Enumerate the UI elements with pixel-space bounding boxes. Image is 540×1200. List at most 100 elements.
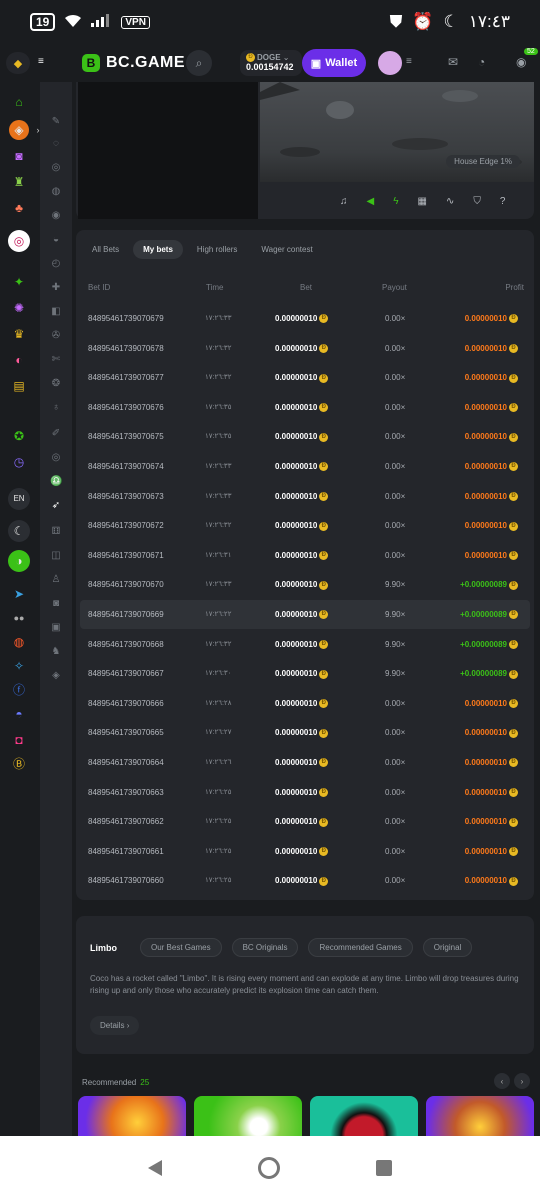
table-row[interactable]: 84895461739070663 ١٧:٢٦:٢٥ 0.00000010 Ð 0.00… bbox=[80, 778, 530, 807]
sports-icon[interactable]: ✦ bbox=[13, 275, 25, 289]
menu-toggle-button[interactable]: ◆ bbox=[6, 52, 30, 74]
game-thumbnail-mines[interactable] bbox=[426, 1096, 534, 1136]
table-row[interactable]: 84895461739070661 ١٧:٢٦:٢٥ 0.00000010 Ð 0.00… bbox=[80, 837, 530, 866]
game-icon-4[interactable]: ◍ bbox=[51, 186, 61, 197]
hamburger-icon[interactable]: ≡ bbox=[38, 56, 44, 67]
game-thumbnail-crash[interactable] bbox=[78, 1096, 186, 1136]
bell-icon[interactable]: ◔ bbox=[478, 55, 486, 69]
tab-all-bets[interactable]: All Bets bbox=[92, 245, 120, 254]
user-menu-icon[interactable]: ≡ bbox=[406, 56, 412, 67]
table-row[interactable]: 84895461739070678 ١٧:٢٦:٣٢ 0.00000010 Ð 0.00… bbox=[80, 334, 530, 363]
table-row[interactable]: 84895461739070673 ١٧:٢٦:٣٣ 0.00000010 Ð 0.00… bbox=[80, 482, 530, 511]
game-thumbnail-dice[interactable] bbox=[194, 1096, 302, 1136]
vip-icon[interactable]: ✪ bbox=[13, 429, 25, 443]
game-icon-24[interactable]: ◈ bbox=[52, 670, 60, 681]
crown-icon[interactable]: ♛ bbox=[13, 327, 25, 341]
help-icon[interactable]: ? bbox=[499, 196, 506, 207]
chat-icon[interactable]: ◉ bbox=[516, 55, 527, 69]
tag-best-games[interactable]: Our Best Games bbox=[140, 938, 222, 957]
fairness-icon[interactable]: ⛉ bbox=[473, 196, 481, 207]
recent-apps-icon[interactable] bbox=[376, 1160, 392, 1176]
telegram-icon[interactable]: ➤ bbox=[13, 587, 25, 601]
facebook-icon[interactable]: ⓕ bbox=[12, 683, 25, 697]
search-button[interactable]: ⌕ bbox=[186, 50, 212, 76]
table-row[interactable]: 84895461739070662 ١٧:٢٦:٢٥ 0.00000010 Ð 0.00… bbox=[80, 807, 530, 836]
home-button-icon[interactable] bbox=[258, 1157, 280, 1179]
prev-arrow-icon[interactable]: ‹ bbox=[494, 1073, 510, 1089]
stats-icon[interactable]: ∿ bbox=[445, 196, 455, 207]
originals-icon[interactable]: ◙ bbox=[15, 149, 23, 163]
game-icon-22[interactable]: ▣ bbox=[51, 622, 61, 633]
table-row[interactable]: 84895461739070666 ١٧:٢٦:٢٨ 0.00000010 Ð 0.00… bbox=[80, 689, 530, 718]
table-row[interactable]: 84895461739070667 ١٧:٢٦:٣٠ 0.00000010 Ð 9.90… bbox=[80, 659, 530, 688]
game-icon-23[interactable]: ♞ bbox=[51, 646, 61, 657]
game-icon-7[interactable]: ◴ bbox=[51, 258, 61, 269]
wheel-icon[interactable]: ◎ bbox=[8, 230, 30, 252]
game-icon-20[interactable]: ♙ bbox=[51, 574, 61, 585]
game-icon-3[interactable]: ◎ bbox=[51, 162, 61, 173]
table-row[interactable]: 84895461739070664 ١٧:٢٦:٢٦ 0.00000010 Ð 0.00… bbox=[80, 748, 530, 777]
twitter-icon[interactable]: ✧ bbox=[13, 659, 25, 673]
game-icon-19[interactable]: ◫ bbox=[51, 550, 61, 561]
game-icon-15[interactable]: ◎ bbox=[51, 452, 61, 463]
avatar[interactable] bbox=[378, 51, 402, 75]
game-icon-9[interactable]: ◧ bbox=[51, 306, 61, 317]
table-row[interactable]: 84895461739070676 ١٧:٢٦:٣٥ 0.00000010 Ð 0.00… bbox=[80, 393, 530, 422]
github-icon[interactable]: ◍ bbox=[13, 635, 25, 649]
game-icon-21[interactable]: ◙ bbox=[52, 598, 60, 609]
bonus-icon[interactable]: ◐ bbox=[15, 353, 23, 367]
hotkeys-icon[interactable]: ▦ bbox=[417, 196, 427, 207]
fast-mode-icon[interactable]: ϟ bbox=[393, 196, 399, 207]
history-icon[interactable]: ◷ bbox=[13, 455, 25, 469]
game-icon-8[interactable]: ✚ bbox=[51, 282, 61, 293]
table-row[interactable]: 84895461739070674 ١٧:٢٦:٣٣ 0.00000010 Ð 0.00… bbox=[80, 452, 530, 481]
music-icon[interactable]: ♫ bbox=[340, 196, 348, 207]
home-icon[interactable]: ⌂ bbox=[15, 95, 23, 109]
game-icon-5[interactable]: ◉ bbox=[51, 210, 61, 221]
instagram-icon[interactable]: ◘ bbox=[15, 733, 23, 747]
game-icon-10[interactable]: ✇ bbox=[51, 330, 61, 341]
sound-icon[interactable]: ◀ bbox=[366, 196, 375, 207]
tab-my-bets[interactable]: My bets bbox=[133, 240, 183, 259]
table-row[interactable]: 84895461739070665 ١٧:٢٦:٢٧ 0.00000010 Ð 0.00… bbox=[80, 718, 530, 747]
game-icon-12[interactable]: ❂ bbox=[51, 378, 61, 389]
table-row[interactable]: 84895461739070671 ١٧:٢٦:٣١ 0.00000010 Ð 0.00… bbox=[80, 541, 530, 570]
game-icon-6[interactable]: ◒ bbox=[52, 234, 60, 245]
details-button[interactable]: Details › bbox=[90, 1016, 140, 1035]
table-row[interactable]: 84895461739070670 ١٧:٢٦:٣٣ 0.00000010 Ð 9.90… bbox=[80, 570, 530, 599]
game-icon-13[interactable]: ♁ bbox=[52, 402, 60, 413]
table-row[interactable]: 84895461739070677 ١٧:٢٦:٣٢ 0.00000010 Ð 0.00… bbox=[80, 363, 530, 392]
support-icon[interactable]: ◑ bbox=[8, 550, 30, 572]
back-icon[interactable] bbox=[148, 1160, 162, 1176]
game-icon-1[interactable]: ✎ bbox=[51, 116, 61, 127]
tag-bc-originals[interactable]: BC Originals bbox=[231, 938, 299, 957]
tab-high-rollers[interactable]: High rollers bbox=[196, 245, 238, 254]
table-row[interactable]: 84895461739070668 ١٧:٢٦:٣٢ 0.00000010 Ð 9.90… bbox=[80, 630, 530, 659]
tag-recommended[interactable]: Recommended Games bbox=[308, 938, 413, 957]
table-row[interactable]: 84895461739070660 ١٧:٢٦:٢٥ 0.00000010 Ð 0.00… bbox=[80, 866, 530, 895]
lottery-icon[interactable]: ✺ bbox=[13, 301, 25, 315]
wallet-button[interactable]: ▣ Wallet bbox=[302, 49, 366, 77]
theme-toggle-icon[interactable]: ☾ bbox=[8, 520, 30, 542]
mail-icon[interactable]: ✉ bbox=[448, 55, 459, 69]
table-row[interactable]: 84895461739070669 ١٧:٢٦:٢٢ 0.00000010 Ð 9.90… bbox=[80, 600, 530, 629]
game-icon-14[interactable]: ✐ bbox=[51, 428, 61, 439]
logo[interactable]: B BC.GAME bbox=[82, 54, 185, 72]
table-row[interactable]: 84895461739070679 ١٧:٢٦:٣٣ 0.00000010 Ð 0.00… bbox=[80, 304, 530, 333]
tab-wager-contest[interactable]: Wager contest bbox=[261, 245, 313, 254]
limbo-rocket-icon[interactable]: ➶ bbox=[51, 500, 61, 511]
casino-icon[interactable]: ◈ bbox=[9, 120, 29, 140]
game-icon-16[interactable]: ♎ bbox=[50, 476, 63, 487]
medium-icon[interactable]: ●● bbox=[13, 613, 25, 623]
next-arrow-icon[interactable]: › bbox=[514, 1073, 530, 1089]
game-thumbnail-roulette[interactable] bbox=[310, 1096, 418, 1136]
live-casino-icon[interactable]: ♣ bbox=[15, 201, 23, 215]
house-edge-badge[interactable]: House Edge 1% bbox=[446, 155, 520, 168]
discord-icon[interactable]: ◓ bbox=[15, 707, 23, 721]
tag-original[interactable]: Original bbox=[422, 938, 473, 957]
table-row[interactable]: 84895461739070672 ١٧:٢٦:٣٢ 0.00000010 Ð 0.00… bbox=[80, 511, 530, 540]
game-icon-11[interactable]: ✄ bbox=[51, 354, 61, 365]
game-icon-18[interactable]: ⚅ bbox=[51, 526, 61, 537]
table-row[interactable]: 84895461739070675 ١٧:٢٦:٣٥ 0.00000010 Ð 0.00… bbox=[80, 422, 530, 451]
bitcoin-icon[interactable]: Ⓑ bbox=[12, 757, 25, 771]
